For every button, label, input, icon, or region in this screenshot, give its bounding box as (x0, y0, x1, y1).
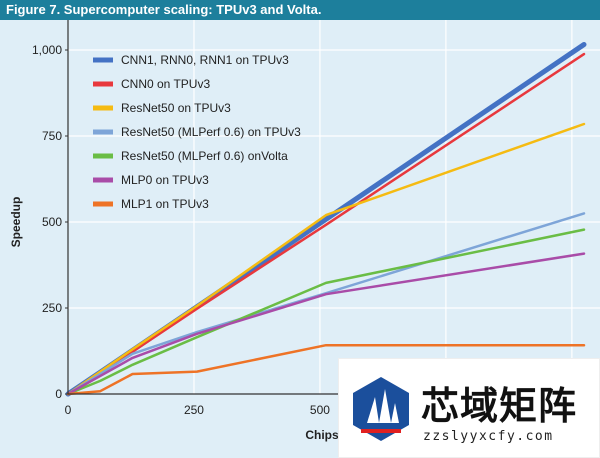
x-axis-label: Chips (305, 428, 339, 442)
series-line (66, 212, 586, 396)
y-tick-label: 750 (42, 129, 62, 143)
legend-label: MLP1 on TPUv3 (121, 197, 209, 211)
y-tick-label: 250 (42, 301, 62, 315)
legend-label: ResNet50 (MLPerf 0.6) onVolta (121, 149, 288, 163)
legend-label: MLP0 on TPUv3 (121, 173, 209, 187)
watermark: 芯域矩阵 zzslyyxcfy.com (338, 358, 600, 458)
y-tick-label: 500 (42, 215, 62, 229)
series-line (66, 228, 586, 396)
watermark-logo-icon (353, 377, 409, 441)
figure-title: Figure 7. Supercomputer scaling: TPUv3 a… (0, 0, 600, 20)
x-tick-label: 0 (65, 403, 72, 417)
y-tick-label: 1,000 (32, 43, 62, 57)
legend-label: CNN1, RNN0, RNN1 on TPUv3 (121, 53, 289, 67)
series-line (66, 343, 586, 396)
series-line (66, 252, 586, 396)
legend-label: ResNet50 (MLPerf 0.6) on TPUv3 (121, 125, 301, 139)
series-line (66, 122, 586, 396)
watermark-title: 芯域矩阵 (421, 384, 578, 428)
y-tick-label: 0 (55, 387, 62, 401)
watermark-url: zzslyyxcfy.com (423, 429, 554, 444)
legend-label: ResNet50 on TPUv3 (121, 101, 231, 115)
x-tick-label: 500 (310, 403, 330, 417)
x-tick-label: 250 (184, 403, 204, 417)
y-axis-label: Speedup (9, 197, 23, 248)
legend-label: CNN0 on TPUv3 (121, 77, 210, 91)
